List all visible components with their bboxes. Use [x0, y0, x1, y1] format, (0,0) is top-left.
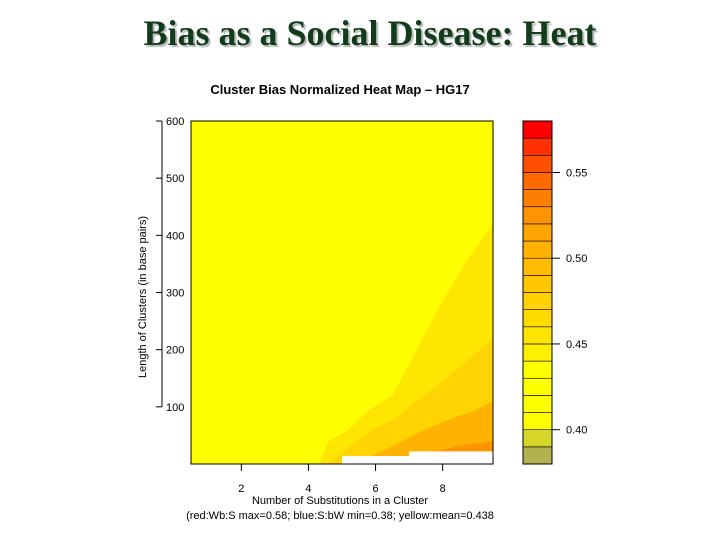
colorbar-segment	[522, 309, 553, 328]
x-tick-label: 2	[238, 483, 244, 495]
slide-title: Bias as a Social Disease: Heat	[143, 13, 597, 53]
colorbar-segment	[522, 257, 553, 276]
y-axis-label: Length of Clusters (in base pairs)	[137, 215, 149, 379]
y-tick-label: 100	[166, 402, 184, 414]
colorbar-segment	[522, 206, 553, 225]
colorbar-segment	[522, 292, 553, 310]
colorbar: 0.40 0.45 0.50 0.55	[522, 120, 587, 465]
y-tick-label: 600	[166, 116, 184, 128]
colorbar-segment	[522, 155, 553, 173]
colorbar-segment	[522, 377, 553, 396]
colorbar-segment	[522, 172, 553, 190]
colorbar-tick-label: 0.55	[566, 167, 587, 179]
colorbar-segment	[522, 412, 553, 430]
colorbar-segment	[522, 395, 553, 413]
chart-title: Cluster Bias Normalized Heat Map – HG17	[210, 82, 470, 97]
x-axis: 2 4 6 8	[238, 463, 446, 495]
y-tick-label: 300	[166, 288, 184, 300]
colorbar-segment	[522, 189, 553, 208]
y-tick-label: 400	[166, 230, 184, 242]
colorbar-segment	[522, 343, 553, 362]
colorbar-segment	[522, 223, 553, 242]
y-tick-label: 200	[166, 345, 184, 357]
y-tick-label: 500	[166, 173, 184, 185]
x-tick-label: 4	[305, 483, 311, 495]
colorbar-tick-label: 0.45	[566, 339, 587, 351]
colorbar-segment	[522, 120, 553, 139]
y-axis: 100 200 300 400 500 600	[156, 116, 184, 414]
colorbar-segment	[522, 360, 553, 379]
colorbar-segment	[522, 240, 553, 259]
chart-caption: (red:Wb:S max=0.58; blue:S:bW min=0.38; …	[186, 510, 494, 522]
colorbar-border	[522, 120, 553, 465]
colorbar-segment	[522, 446, 553, 465]
colorbar-tick-label: 0.40	[566, 425, 587, 437]
colorbar-segment	[522, 326, 553, 345]
x-axis-label: Number of Substitutions in a Cluster	[251, 495, 429, 507]
empty-region	[342, 451, 493, 464]
heatmap-plot-area	[191, 121, 493, 464]
x-tick-label: 8	[440, 483, 446, 495]
x-tick-label: 6	[372, 483, 378, 495]
colorbar-tick-label: 0.50	[566, 253, 587, 265]
colorbar-segment	[522, 137, 553, 156]
colorbar-segment	[522, 429, 553, 448]
colorbar-segment	[522, 275, 553, 293]
